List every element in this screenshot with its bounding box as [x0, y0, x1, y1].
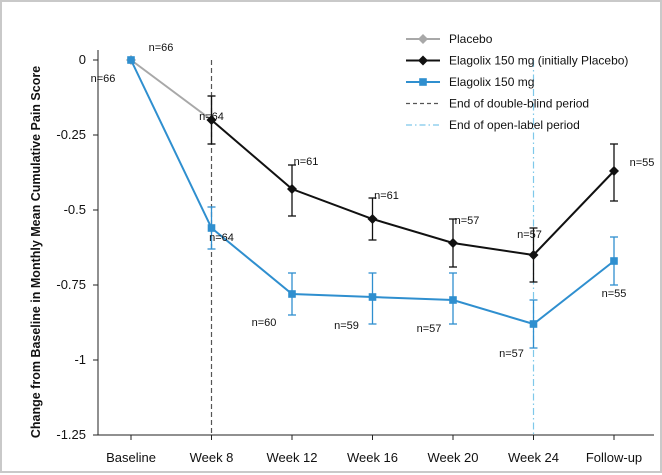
x-tick-label: Week 8: [190, 450, 234, 465]
n-label: n=55: [602, 288, 627, 300]
n-label: n=55: [630, 157, 655, 169]
n-label: n=66: [149, 42, 174, 54]
data-point: [287, 184, 297, 194]
legend-label: Elagolix 150 mg: [449, 75, 534, 89]
n-label: n=57: [499, 348, 524, 360]
data-point: [288, 290, 296, 298]
data-point: [448, 238, 458, 248]
plot-area: n=66n=64n=61n=61n=57n=57n=55n=66n=64n=60…: [91, 42, 655, 360]
axes: 0 -0.25 -0.5 -0.75 -1 -1.25 Baseline Week 8 Week…: [56, 50, 654, 465]
y-tick-label: -0.25: [56, 127, 86, 142]
n-label: n=57: [455, 215, 480, 227]
y-tick-label: 0: [79, 52, 86, 67]
x-tick-label: Week 24: [508, 450, 559, 465]
data-point: [368, 293, 377, 301]
series-0: n=66n=64: [126, 42, 224, 145]
legend: Placebo Elagolix 150 mg (initially Placeb…: [406, 32, 628, 132]
y-axis-label: Change from Baseline in Monthly Mean Cum…: [29, 66, 43, 438]
data-point: [610, 257, 618, 265]
x-tick-label: Week 16: [347, 450, 398, 465]
x-tick-label: Follow-up: [586, 450, 642, 465]
n-label: n=61: [294, 156, 319, 168]
data-point: [528, 250, 539, 260]
data-point: [609, 166, 619, 176]
x-tick-label: Week 12: [266, 450, 317, 465]
x-tick-label: Baseline: [106, 450, 156, 465]
y-tick-label: -0.5: [64, 202, 86, 217]
n-label: n=61: [374, 190, 399, 202]
legend-label: End of open-label period: [449, 118, 580, 132]
x-tick-label: Week 20: [427, 450, 478, 465]
y-tick-label: -1.25: [56, 427, 86, 442]
data-point: [418, 55, 428, 66]
data-point: [529, 320, 538, 328]
n-label: n=60: [252, 317, 277, 329]
data-point: [127, 56, 135, 64]
n-label: n=57: [517, 229, 542, 241]
data-point: [418, 34, 428, 44]
legend-label: Elagolix 150 mg (initially Placebo): [449, 54, 628, 68]
y-tick-label: -0.75: [56, 277, 86, 292]
y-tick-label: -1: [74, 352, 86, 367]
series-line: [130, 59, 213, 121]
data-point: [207, 224, 216, 232]
series-line: [210, 119, 615, 257]
n-label: n=59: [334, 320, 359, 332]
series-2: n=66 n=64 n=60 n=59 n=57 n=57 n=55: [91, 56, 627, 360]
n-label: n=66: [91, 73, 116, 85]
legend-label: Placebo: [449, 32, 493, 46]
series-1: n=61 n=61 n=57 n=57 n=55: [206, 95, 655, 283]
data-point: [367, 214, 378, 224]
data-point: [206, 115, 217, 125]
data-point: [449, 296, 457, 304]
legend-label: End of double-blind period: [449, 97, 589, 111]
n-label: n=64: [209, 232, 234, 244]
data-point: [419, 78, 427, 86]
n-label: n=57: [417, 323, 442, 335]
